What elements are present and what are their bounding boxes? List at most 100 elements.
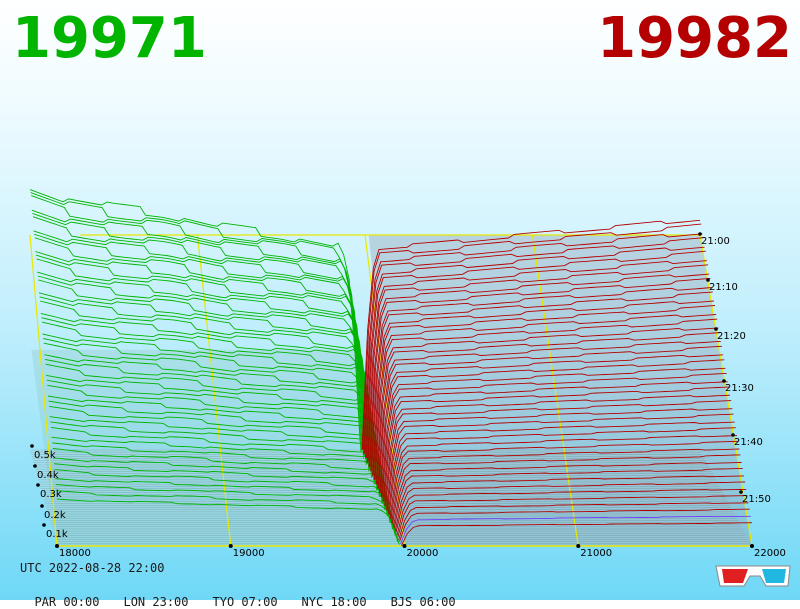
y-tick-mark <box>33 464 37 468</box>
x-tick-mark <box>750 544 754 548</box>
bid-depth-line <box>43 338 380 497</box>
ask-depth-line <box>399 508 750 542</box>
time-tick-mark <box>722 379 726 383</box>
bid-depth-line <box>55 478 398 538</box>
bid-depth-line <box>44 354 382 497</box>
bid-depth-line <box>29 189 361 443</box>
bid-depth-line <box>46 374 385 504</box>
tz-lon: LON 23:00 <box>123 595 189 609</box>
x-tick-label: 19000 <box>233 548 265 559</box>
bid-depth-line <box>49 416 390 518</box>
bid-depth-line <box>33 230 366 456</box>
ask-depth-line <box>378 345 723 489</box>
ask-depth-line <box>391 448 740 523</box>
grid-line-x <box>699 234 753 547</box>
y-tick-mark <box>30 444 34 448</box>
bid-depth-line <box>51 436 393 525</box>
bid-depth-line <box>38 292 374 477</box>
bid-depth-line <box>45 363 384 504</box>
ask-depth-line <box>363 233 703 455</box>
ask-depth-line <box>396 488 747 536</box>
ask-depth-line <box>385 400 732 507</box>
ask-depth-line <box>395 481 746 533</box>
timezone-clocks: PAR 00:00 LON 23:00 TYO 07:00 NYC 18:00 BJS … <box>20 581 480 609</box>
grid-line-x <box>196 234 232 547</box>
bid-depth-line <box>54 469 397 537</box>
grid-line-x <box>531 234 579 547</box>
bid-depth-line <box>50 421 391 523</box>
depth-chart: 18000 19000 20000 21000 22000 0.1k 0.2k 0.3k 0.4… <box>29 189 786 559</box>
bid-depth-line <box>38 279 373 477</box>
bid-depth-line <box>56 498 400 545</box>
bid-depth-line <box>34 237 368 464</box>
ask-depth-line <box>377 340 721 489</box>
bid-depth-line <box>50 426 392 524</box>
ask-depth-line <box>372 300 714 476</box>
bid-depth-line <box>36 258 371 471</box>
tz-bjs: BJS 06:00 <box>390 595 456 609</box>
ask-depth-line <box>371 291 713 472</box>
time-tick-mark <box>706 278 710 282</box>
bid-depth-line <box>52 448 394 530</box>
ask-depth-line <box>380 367 726 497</box>
y-tick-label: 0.1k <box>46 529 68 540</box>
ask-depth-line <box>388 427 736 516</box>
bid-depth-line <box>47 395 387 511</box>
bid-depth-line <box>40 300 376 484</box>
bid-depth-line <box>34 233 367 465</box>
ask-depth-line <box>386 413 734 511</box>
ask-depth-line <box>382 381 728 502</box>
tz-par: PAR 00:00 <box>34 595 100 609</box>
ask-depth-line <box>375 327 719 485</box>
time-tick-mark <box>739 490 743 494</box>
bid-depth-line <box>42 333 379 490</box>
x-tick-mark <box>402 544 407 548</box>
ask-depth-line <box>366 260 707 463</box>
y-tick-label: 0.4k <box>37 470 59 481</box>
3d-glasses-icon[interactable] <box>714 560 794 590</box>
bid-depth-line <box>40 312 377 484</box>
bid-depth-line <box>41 317 378 491</box>
bid-depth-line <box>53 463 396 536</box>
x-tick-label: 18000 <box>59 548 91 559</box>
ask-depth-line <box>400 522 753 546</box>
y-tick-mark <box>42 523 46 527</box>
bid-depth-line <box>55 484 399 542</box>
bid-depth-line <box>39 296 375 485</box>
bid-depth-line <box>49 405 389 517</box>
x-tick-label: 21000 <box>580 548 612 559</box>
y-tick-mark <box>40 504 44 508</box>
bid-depth-line <box>32 216 365 458</box>
x-tick-label: 20000 <box>407 548 439 559</box>
x-tick-mark <box>55 544 59 548</box>
ask-depth-line <box>365 246 705 459</box>
ask-price: 19982 <box>597 6 792 71</box>
time-tick-label: 21:00 <box>701 236 730 247</box>
bid-price: 19971 <box>12 6 207 71</box>
ask-depth-line <box>389 435 738 519</box>
bid-depth-line <box>35 254 370 472</box>
bid-depth-line <box>30 192 362 453</box>
time-tick-label: 21:40 <box>734 437 763 448</box>
ask-depth-line <box>392 454 741 524</box>
ask-depth-line <box>379 354 724 493</box>
grid-line-x <box>29 234 58 547</box>
bid-depth-line <box>44 358 383 504</box>
bid-depth-line <box>43 342 381 497</box>
y-tick-label: 0.5k <box>34 450 56 461</box>
bid-depth-line <box>46 379 386 510</box>
ask-depth-line <box>381 372 727 498</box>
bid-depth-line <box>37 271 372 470</box>
bid-depth-line <box>31 195 363 451</box>
bid-depth-line <box>37 275 372 478</box>
time-tick-label: 21:20 <box>717 331 746 342</box>
bid-depth-line <box>53 457 395 531</box>
ask-depth-line <box>365 250 706 459</box>
ask-depth-line <box>370 287 712 472</box>
ask-depth-line <box>369 277 711 467</box>
bid-depth-line <box>41 321 379 491</box>
bid-depth-line <box>47 384 386 511</box>
ask-depth-line <box>397 495 748 538</box>
bid-depth-line <box>48 400 388 517</box>
bid-depth-line <box>35 251 369 463</box>
